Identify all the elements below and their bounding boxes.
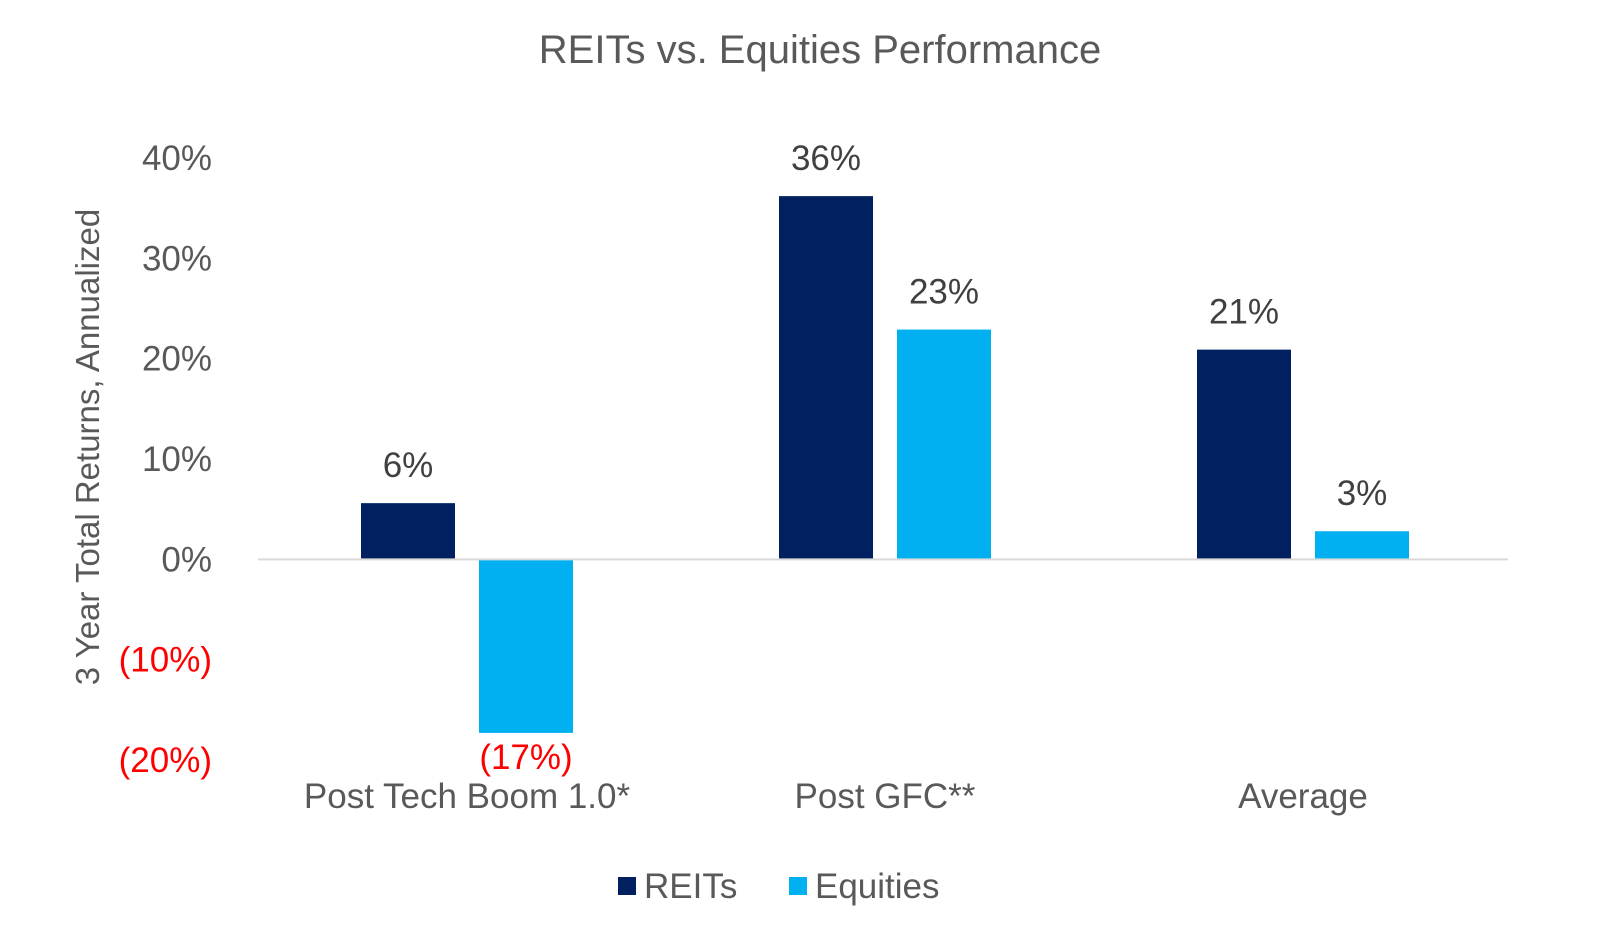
data-label-equities-post-gfc: 23% [909,273,979,312]
bar-equities-post-tech-boom-1-0 [479,559,573,733]
category-label-average: Average [1238,777,1368,816]
data-label-reits-post-gfc: 36% [791,139,861,178]
bar-equities-post-gfc [897,329,991,560]
legend: REITs Equities [618,867,940,906]
legend-swatch-equities [789,877,807,895]
bar-reits-post-tech-boom-1-0 [361,503,455,560]
bar-reits-post-gfc [779,196,873,560]
category-labels: Post Tech Boom 1.0* Post GFC** Average [304,777,1368,816]
bar-equities-average [1315,531,1409,560]
category-label-post-tech-boom-1-0: Post Tech Boom 1.0* [304,777,631,816]
category-label-post-gfc: Post GFC** [795,777,976,816]
y-tick-20: 20% [142,340,212,379]
data-label-equities-average: 3% [1337,474,1388,513]
bars [361,196,1409,733]
data-label-reits-average: 21% [1209,293,1279,332]
legend-label-reits: REITs [644,867,737,906]
data-label-reits-post-tech-boom-1-0: 6% [383,446,434,485]
y-tick-30: 30% [142,239,212,278]
chart-title: REITs vs. Equities Performance [539,28,1101,72]
data-labels: 6% 36% 21% (17%) 23% 3% [383,139,1388,777]
data-label-equities-post-tech-boom-1-0: (17%) [479,738,572,777]
y-axis-label: 3 Year Total Returns, Annualized [69,209,106,685]
y-tick-labels: 40% 30% 20% 10% 0% (10%) (20%) [119,139,212,780]
y-tick-10: (10%) [119,641,212,680]
legend-swatch-reits [618,877,636,895]
legend-label-equities: Equities [815,867,940,906]
y-tick-10: 10% [142,440,212,479]
bar-reits-average [1197,349,1291,560]
y-tick-0: 0% [161,540,212,579]
y-tick-20: (20%) [119,741,212,780]
y-tick-40: 40% [142,139,212,178]
